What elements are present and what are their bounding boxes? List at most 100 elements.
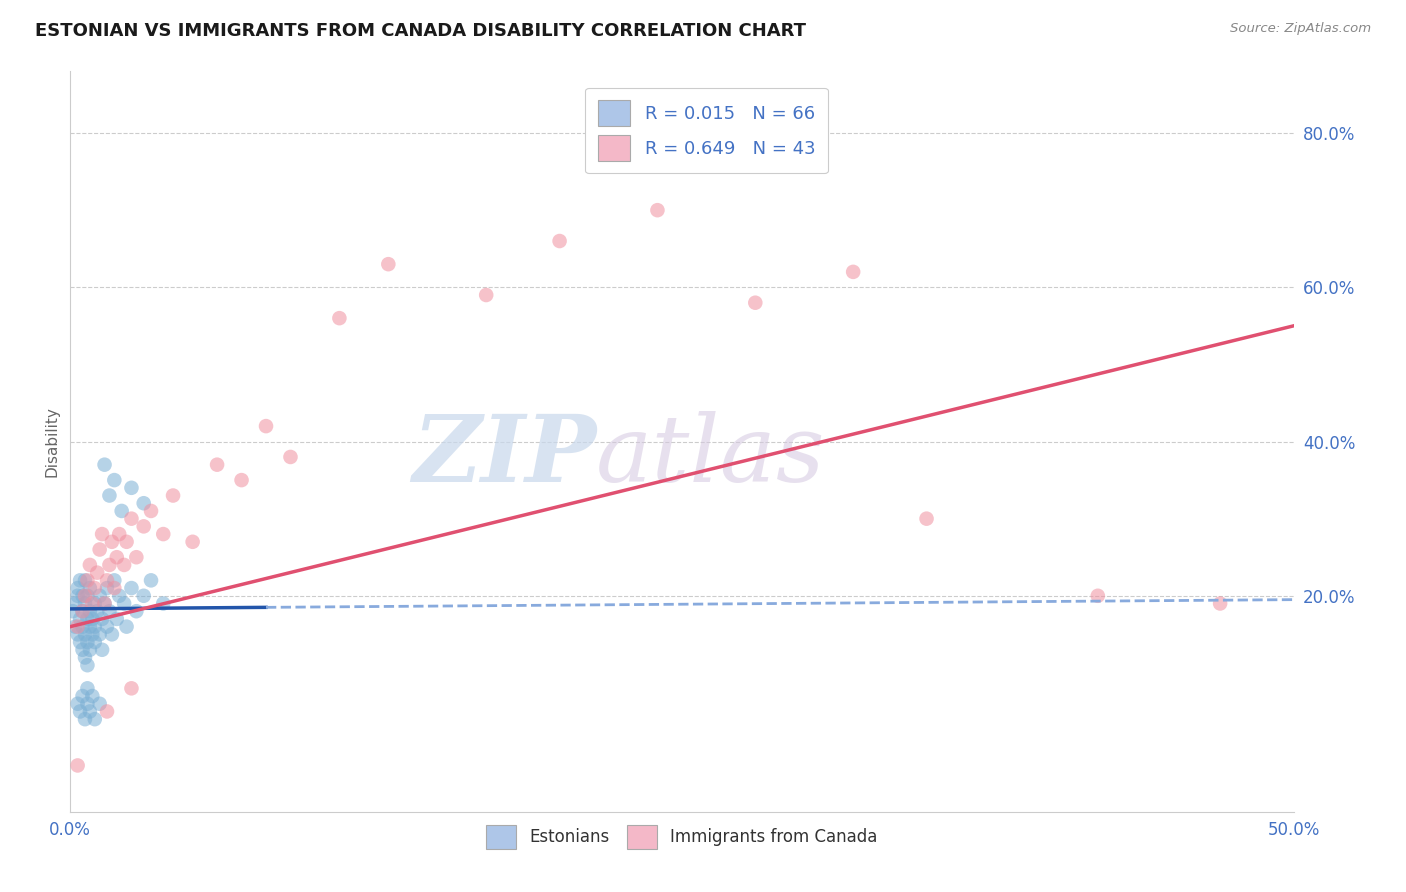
Point <box>89 697 111 711</box>
Point <box>112 597 135 611</box>
Point <box>205 458 228 472</box>
Point <box>76 574 98 588</box>
Point <box>93 597 115 611</box>
Point <box>69 635 91 649</box>
Point <box>96 581 118 595</box>
Point <box>66 758 89 772</box>
Point <box>98 489 121 503</box>
Point <box>89 627 111 641</box>
Text: atlas: atlas <box>596 411 825 501</box>
Point <box>83 712 105 726</box>
Point <box>89 542 111 557</box>
Point <box>98 604 121 618</box>
Point <box>231 473 253 487</box>
Point <box>139 504 162 518</box>
Point <box>111 504 134 518</box>
Point <box>73 597 96 611</box>
Point <box>66 627 89 641</box>
Point <box>108 589 131 603</box>
Point <box>105 550 128 565</box>
Point <box>842 265 865 279</box>
Point <box>125 604 148 618</box>
Point <box>72 619 94 633</box>
Point <box>82 612 104 626</box>
Point <box>66 697 89 711</box>
Point <box>548 234 571 248</box>
Point <box>744 295 766 310</box>
Point <box>76 658 98 673</box>
Point <box>72 642 94 657</box>
Point <box>76 589 98 603</box>
Point <box>1209 597 1232 611</box>
Point <box>83 581 105 595</box>
Point <box>89 589 111 603</box>
Point <box>72 604 94 618</box>
Point <box>66 619 89 633</box>
Point <box>82 627 104 641</box>
Point <box>62 604 84 618</box>
Point <box>105 612 128 626</box>
Point <box>132 496 155 510</box>
Y-axis label: Disability: Disability <box>44 406 59 477</box>
Point <box>377 257 399 271</box>
Point <box>69 705 91 719</box>
Point <box>96 619 118 633</box>
Point <box>181 534 204 549</box>
Point <box>86 566 108 580</box>
Point <box>152 597 174 611</box>
Point <box>96 574 118 588</box>
Point <box>73 589 96 603</box>
Point <box>82 597 104 611</box>
Point <box>72 604 94 618</box>
Point <box>66 581 89 595</box>
Point <box>79 619 101 633</box>
Point <box>73 627 96 641</box>
Point <box>63 619 86 633</box>
Point <box>76 697 98 711</box>
Point <box>63 597 86 611</box>
Point <box>82 689 104 703</box>
Point <box>115 619 138 633</box>
Point <box>121 481 143 495</box>
Point <box>139 574 162 588</box>
Text: ESTONIAN VS IMMIGRANTS FROM CANADA DISABILITY CORRELATION CHART: ESTONIAN VS IMMIGRANTS FROM CANADA DISAB… <box>35 22 806 40</box>
Point <box>79 581 101 595</box>
Text: ZIP: ZIP <box>412 411 596 501</box>
Point <box>647 203 669 218</box>
Point <box>72 689 94 703</box>
Text: Source: ZipAtlas.com: Source: ZipAtlas.com <box>1230 22 1371 36</box>
Point <box>112 558 135 572</box>
Legend: Estonians, Immigrants from Canada: Estonians, Immigrants from Canada <box>479 818 884 855</box>
Point <box>76 635 98 649</box>
Point <box>96 705 118 719</box>
Point <box>86 604 108 618</box>
Point <box>79 642 101 657</box>
Point <box>121 681 143 696</box>
Point <box>69 612 91 626</box>
Point <box>280 450 302 464</box>
Point <box>83 635 105 649</box>
Point <box>328 311 350 326</box>
Point <box>475 288 498 302</box>
Point <box>103 581 125 595</box>
Point <box>91 642 114 657</box>
Point <box>103 574 125 588</box>
Point <box>79 705 101 719</box>
Point <box>83 619 105 633</box>
Point <box>93 458 115 472</box>
Point <box>108 527 131 541</box>
Point <box>103 473 125 487</box>
Point <box>76 612 98 626</box>
Point <box>73 650 96 665</box>
Point <box>1087 589 1109 603</box>
Point <box>101 627 124 641</box>
Point <box>79 558 101 572</box>
Point <box>73 712 96 726</box>
Point <box>73 574 96 588</box>
Point <box>152 527 174 541</box>
Point <box>121 581 143 595</box>
Point <box>83 597 105 611</box>
Point <box>69 574 91 588</box>
Point <box>79 604 101 618</box>
Point <box>76 681 98 696</box>
